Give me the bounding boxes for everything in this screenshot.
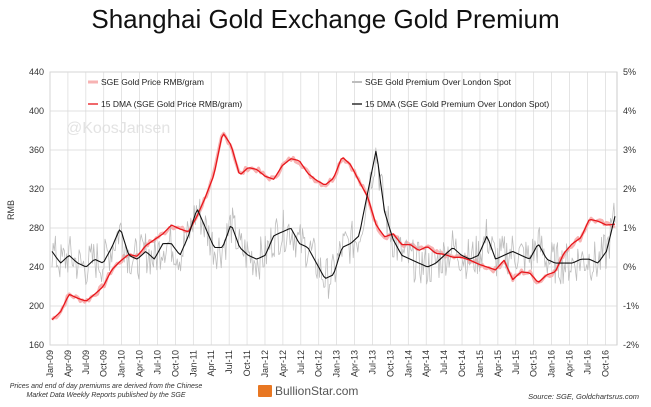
x-tick-label: Oct-16 [600, 350, 610, 377]
grid [49, 71, 618, 346]
x-tick-label: Jan-12 [260, 350, 270, 378]
y-axis-left: 160 200 240 280 320 360 400 440 [29, 67, 44, 350]
series-line-4 [51, 150, 616, 279]
x-tick-label: Apr-11 [206, 350, 216, 376]
brand-text: BullionStar.com [275, 384, 359, 398]
y2-tick-label: -2% [623, 340, 639, 350]
y2-tick-label: -1% [623, 301, 639, 311]
x-tick-label: Jan-11 [188, 350, 198, 377]
y2-tick-label: 3% [623, 145, 636, 155]
x-tick-label: Jul-13 [367, 350, 377, 375]
watermark: @KoosJansen [66, 120, 171, 137]
y-tick-label: 280 [29, 223, 44, 233]
x-tick-label: Apr-10 [135, 350, 145, 377]
y-tick-label: 440 [29, 67, 44, 77]
x-tick-label: Jan-13 [332, 350, 342, 378]
x-tick-label: Jul-16 [582, 350, 592, 375]
brand-logo-icon [258, 385, 272, 397]
x-tick-label: Apr-09 [63, 350, 73, 377]
x-tick-label: Oct-12 [314, 350, 324, 377]
y2-tick-label: 0% [623, 262, 636, 272]
y-tick-label: 200 [29, 301, 44, 311]
x-tick-label: Oct-13 [385, 350, 395, 377]
y-tick-label: 320 [29, 184, 44, 194]
x-tick-label: Jan-15 [475, 350, 485, 378]
y2-tick-label: 1% [623, 223, 636, 233]
plot-frame [49, 71, 618, 346]
legend-label: SGE Gold Premium Over London Spot [365, 77, 512, 87]
x-tick-label: Oct-15 [529, 350, 539, 377]
x-axis: Jan-09 Apr-09 Jul-09 Oct-09 Jan-10 Apr-10 Jul-… [45, 350, 610, 378]
x-tick-label: Apr-15 [493, 350, 503, 377]
y-axis-label: RMB [6, 200, 16, 220]
x-tick-label: Jul-14 [439, 350, 449, 375]
x-tick-label: Apr-16 [565, 350, 575, 377]
brand: BullionStar.com [258, 384, 358, 398]
x-tick-label: Apr-14 [421, 350, 431, 377]
y-tick-label: 360 [29, 145, 44, 155]
chart-title: Shanghai Gold Exchange Gold Premium [91, 4, 560, 34]
x-tick-label: Jul-12 [296, 350, 306, 375]
x-tick-label: Jul-15 [511, 350, 521, 375]
source-note: Source: SGE, Goldchartsrus.com [528, 392, 639, 401]
footnote: Prices and end of day premiums are deriv… [9, 383, 203, 399]
x-tick-label: Jul-10 [152, 350, 162, 375]
x-tick-label: Jan-16 [547, 350, 557, 378]
series-line-1 [50, 131, 616, 321]
legend: SGE Gold Price RMB/gram SGE Gold Premium … [88, 77, 549, 109]
x-tick-label: Jan-10 [117, 350, 127, 378]
y-axis-right: -2% -1% 0% 1% 2% 3% 4% 5% [623, 67, 639, 350]
series-lines [50, 131, 616, 321]
x-tick-label: Jul-11 [224, 350, 234, 374]
legend-label: 15 DMA (SGE Gold Price RMB/gram) [101, 99, 242, 109]
y2-tick-label: 2% [623, 184, 636, 194]
y2-tick-label: 5% [623, 67, 636, 77]
x-tick-label: Jan-09 [45, 350, 55, 378]
x-tick-label: Apr-13 [350, 350, 360, 377]
x-tick-label: Apr-12 [278, 350, 288, 377]
y-tick-label: 240 [29, 262, 44, 272]
x-tick-label: Oct-09 [99, 350, 109, 377]
y-tick-label: 160 [29, 340, 44, 350]
legend-label: 15 DMA (SGE Gold Premium Over London Spo… [365, 99, 549, 109]
x-tick-label: Oct-11 [242, 350, 252, 376]
legend-label: SGE Gold Price RMB/gram [101, 77, 204, 87]
y-tick-label: 400 [29, 106, 44, 116]
series-line-2 [51, 147, 616, 299]
x-tick-label: Oct-10 [170, 350, 180, 377]
x-tick-label: Jan-14 [403, 350, 413, 378]
x-tick-label: Jul-09 [81, 350, 91, 375]
y2-tick-label: 4% [623, 106, 636, 116]
x-tick-label: Oct-14 [457, 350, 467, 377]
series-line-3 [51, 133, 616, 321]
